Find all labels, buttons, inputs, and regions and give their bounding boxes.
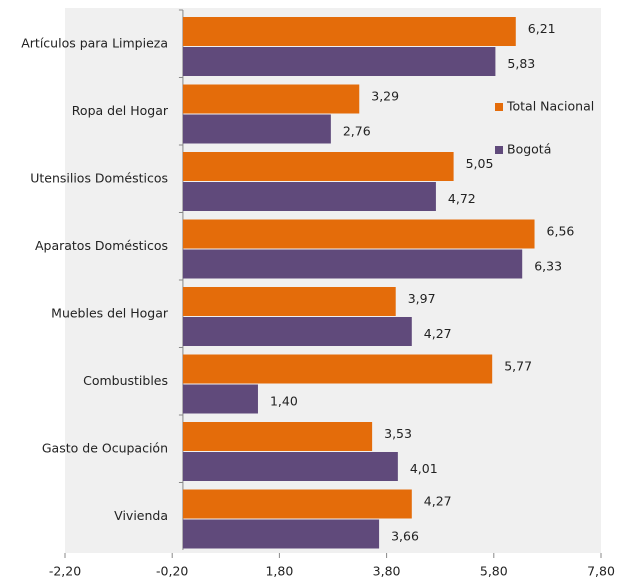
value-label: 3,97 <box>408 291 436 306</box>
x-tick-label: 5,80 <box>480 564 508 579</box>
value-label: 2,76 <box>343 124 371 139</box>
legend-label: Total Nacional <box>506 99 594 114</box>
value-label: 6,56 <box>547 224 575 239</box>
value-label: 4,01 <box>410 461 438 476</box>
bar <box>182 17 516 46</box>
value-label: 5,05 <box>466 156 494 171</box>
value-label: 3,29 <box>371 89 399 104</box>
x-tick-label: 7,80 <box>587 564 615 579</box>
value-label: 6,21 <box>528 21 556 36</box>
y-tick-label: Vivienda <box>114 508 168 523</box>
value-label: 5,77 <box>504 359 532 374</box>
bar <box>182 489 412 519</box>
bar <box>182 47 496 76</box>
bar <box>182 287 396 316</box>
x-tick-label: -2,20 <box>49 564 81 579</box>
bar <box>182 519 380 549</box>
bar <box>182 152 454 181</box>
bar <box>182 452 398 481</box>
y-tick-label: Muebles del Hogar <box>51 305 169 320</box>
value-label: 6,33 <box>534 259 562 274</box>
bar <box>182 219 535 249</box>
bar <box>182 422 373 451</box>
bar <box>182 384 258 414</box>
value-label: 3,66 <box>391 529 419 544</box>
x-tick-label: 1,80 <box>265 564 293 579</box>
value-label: 1,40 <box>270 394 298 409</box>
legend-swatch <box>495 146 503 154</box>
bar <box>182 354 493 384</box>
bar <box>182 317 412 346</box>
value-label: 5,83 <box>507 56 535 71</box>
y-tick-label: Combustibles <box>83 373 168 388</box>
value-label: 4,27 <box>424 494 452 509</box>
y-tick-label: Gasto de Ocupación <box>42 440 168 455</box>
legend-label: Bogotá <box>507 142 551 157</box>
value-label: 4,27 <box>424 326 452 341</box>
y-tick-label: Ropa del Hogar <box>72 103 169 118</box>
bar <box>182 182 436 211</box>
bar <box>182 249 523 279</box>
y-tick-label: Artículos para Limpieza <box>21 35 168 50</box>
bar <box>182 84 360 114</box>
bar <box>182 114 331 144</box>
legend-swatch <box>495 103 503 111</box>
x-tick-label: 3,80 <box>373 564 401 579</box>
value-label: 4,72 <box>448 191 476 206</box>
value-label: 3,53 <box>384 426 412 441</box>
y-tick-label: Aparatos Domésticos <box>35 238 168 253</box>
y-tick-label: Utensilios Domésticos <box>30 170 168 185</box>
x-tick-label: -0,20 <box>156 564 188 579</box>
